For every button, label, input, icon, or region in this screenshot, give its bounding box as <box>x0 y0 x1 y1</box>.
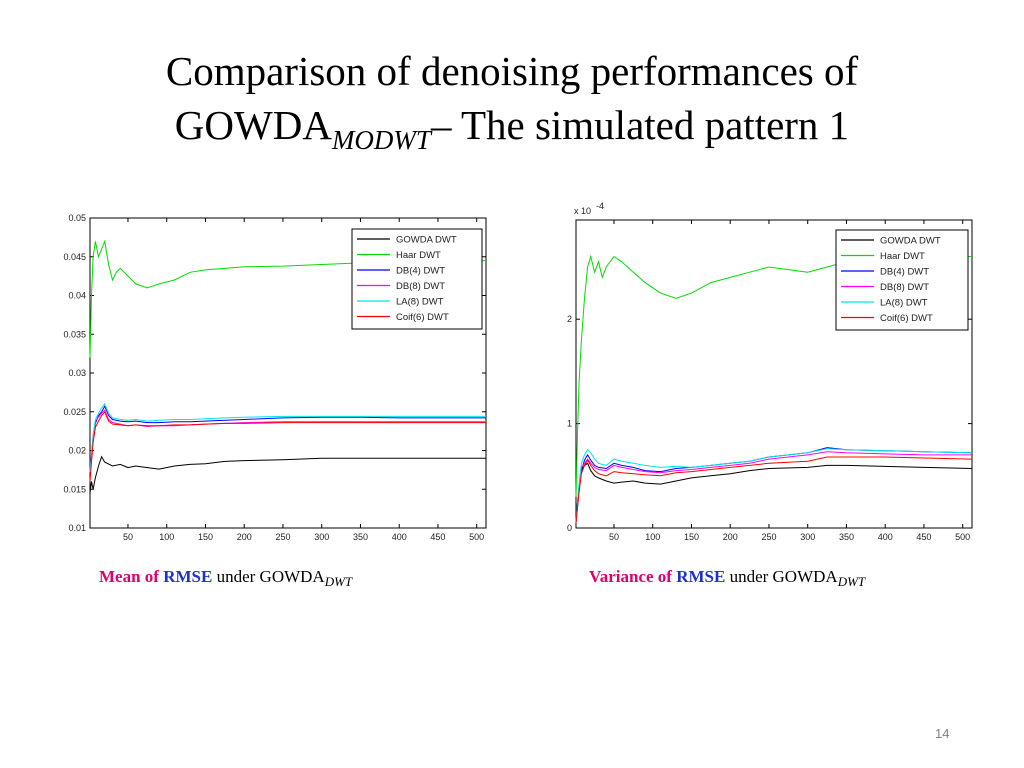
y-tick-label: 1 <box>567 419 572 429</box>
x-tick-label: 350 <box>839 532 854 542</box>
legend-label: GOWDA DWT <box>396 235 457 246</box>
x-tick-label: 400 <box>392 532 407 542</box>
slide-title: Comparison of denoising performances of … <box>0 44 1024 157</box>
x-tick-label: 500 <box>469 532 484 542</box>
caption-left-sub: DWT <box>324 574 353 589</box>
x-tick-label: 450 <box>430 532 445 542</box>
series-line <box>575 462 973 523</box>
chart-panel-left: 50 100 150 200 250 300 350 400 450 500 0.01 0.015 0.… <box>40 205 500 550</box>
legend-box <box>351 228 483 330</box>
caption-right-tail: under GOWDA <box>725 567 838 586</box>
x-tick-label: 200 <box>237 532 252 542</box>
legend-label: Haar DWT <box>396 250 441 261</box>
caption-left-tail: under GOWDA <box>212 567 325 586</box>
caption-left-key: RMSE <box>163 567 213 586</box>
series-line <box>575 254 973 497</box>
caption-right-lead: Variance of <box>589 567 677 586</box>
legend-label: Coif(6) DWT <box>880 313 933 324</box>
x-tick-label: 250 <box>761 532 776 542</box>
caption-right-key: RMSE <box>676 567 726 586</box>
y-tick-label: 0.02 <box>68 446 86 456</box>
series-line <box>575 448 973 523</box>
legend-label: DB(4) DWT <box>396 266 445 277</box>
title-line-2-main: GOWDA <box>174 102 332 148</box>
caption-right-sub: DWT <box>837 574 866 589</box>
y-tick-label: 0.025 <box>63 407 86 417</box>
y-multiplier-label: x 10 <box>574 206 591 216</box>
series-line <box>89 410 486 482</box>
legend-label: LA(8) DWT <box>396 297 444 308</box>
legend-label: GOWDA DWT <box>880 236 941 247</box>
legend-label: LA(8) DWT <box>880 298 928 309</box>
y-multiplier-exponent: -4 <box>596 201 604 211</box>
legend-box <box>835 229 969 331</box>
y-tick-label: 0.05 <box>68 213 86 223</box>
caption-left: Mean of RMSE under GOWDADWT <box>99 567 353 589</box>
x-tick-label: 450 <box>916 532 931 542</box>
x-tick-label: 350 <box>353 532 368 542</box>
y-tick-label: 0.035 <box>63 329 86 339</box>
series-line <box>89 455 486 494</box>
x-tick-label: 300 <box>800 532 815 542</box>
caption-left-lead: Mean of <box>99 567 164 586</box>
legend-label: DB(8) DWT <box>396 281 445 292</box>
y-tick-label: 0.015 <box>63 484 86 494</box>
x-tick-label: 200 <box>723 532 738 542</box>
chart-variance-rmse: 50 100 150 200 250 300 350 400 450 500 0 1 2 x 10 -4 GO… <box>567 201 973 542</box>
legend-label: DB(4) DWT <box>880 267 929 278</box>
caption-right: Variance of RMSE under GOWDADWT <box>589 567 866 589</box>
y-tick-label: 0.03 <box>68 368 86 378</box>
x-tick-label: 250 <box>275 532 290 542</box>
title-line-2: GOWDAMODWT– The simulated pattern 1 <box>0 98 1024 157</box>
y-tick-label: 0 <box>567 523 572 533</box>
y-tick-label: 0.045 <box>63 252 86 262</box>
series-line <box>575 451 972 523</box>
x-tick-label: 300 <box>314 532 329 542</box>
x-tick-label: 100 <box>645 532 660 542</box>
legend-label: Haar DWT <box>880 251 925 262</box>
legend-label: Coif(6) DWT <box>396 312 449 323</box>
chart-mean-rmse: 50 100 150 200 250 300 350 400 450 500 0.01 0.015 0.… <box>63 213 487 542</box>
series-line <box>575 447 973 523</box>
series-line <box>89 239 487 358</box>
x-tick-label: 500 <box>955 532 970 542</box>
x-tick-label: 150 <box>198 532 213 542</box>
title-line-2-rest: – The simulated pattern 1 <box>430 102 850 148</box>
chart-panel-right: 50 100 150 200 250 300 350 400 450 500 0 1 2 x 10 -4 GO… <box>538 198 984 550</box>
y-tick-label: 2 <box>567 314 572 324</box>
x-tick-label: 50 <box>123 532 133 542</box>
series-line <box>89 409 486 470</box>
page-number: 14 <box>935 726 950 741</box>
series-line <box>575 456 973 523</box>
x-tick-label: 150 <box>684 532 699 542</box>
x-tick-label: 100 <box>159 532 174 542</box>
legend-label: DB(8) DWT <box>880 282 929 293</box>
x-tick-label: 400 <box>878 532 893 542</box>
x-tick-label: 50 <box>609 532 619 542</box>
series-line <box>89 405 486 474</box>
y-tick-label: 0.01 <box>68 523 86 533</box>
y-tick-label: 0.04 <box>68 291 86 301</box>
title-line-1: Comparison of denoising performances of <box>165 48 859 94</box>
title-line-2-subscript: MODWT <box>331 125 431 155</box>
series-line <box>89 403 486 473</box>
